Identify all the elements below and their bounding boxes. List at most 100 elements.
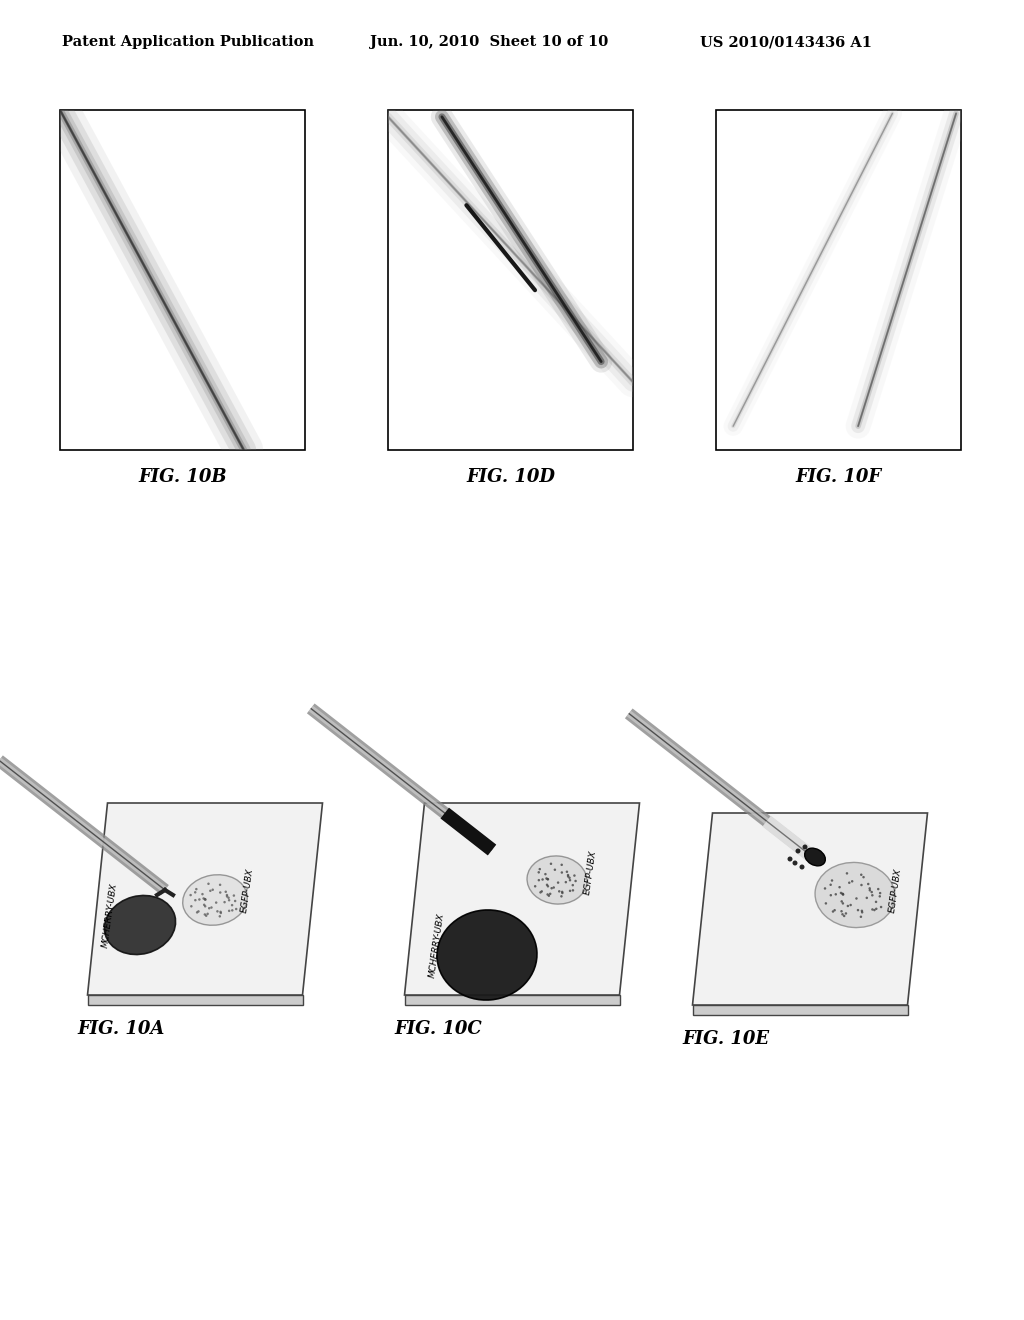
Ellipse shape [203, 904, 206, 906]
Ellipse shape [560, 863, 563, 866]
Ellipse shape [547, 894, 549, 896]
Ellipse shape [815, 862, 895, 928]
Text: EGFP-UBX: EGFP-UBX [888, 867, 902, 913]
Ellipse shape [549, 892, 552, 895]
Text: MCHERRY-UBX: MCHERRY-UBX [101, 882, 119, 948]
Ellipse shape [196, 911, 199, 913]
Ellipse shape [840, 892, 842, 894]
Text: MCHERRY-UBX: MCHERRY-UBX [428, 912, 446, 978]
Ellipse shape [215, 902, 217, 904]
Ellipse shape [231, 909, 233, 912]
Ellipse shape [208, 907, 211, 909]
Ellipse shape [879, 895, 881, 898]
Ellipse shape [843, 915, 846, 917]
Ellipse shape [203, 898, 205, 900]
Ellipse shape [553, 886, 555, 888]
Polygon shape [404, 803, 640, 995]
Ellipse shape [230, 904, 233, 907]
Ellipse shape [550, 862, 552, 865]
Ellipse shape [540, 891, 542, 894]
Ellipse shape [848, 882, 851, 884]
Ellipse shape [870, 891, 872, 894]
Ellipse shape [842, 892, 844, 895]
Ellipse shape [527, 855, 587, 904]
Text: FIG. 10A: FIG. 10A [78, 1020, 165, 1038]
Text: FIG. 10D: FIG. 10D [466, 469, 555, 486]
Ellipse shape [561, 891, 563, 894]
Ellipse shape [538, 879, 540, 882]
Ellipse shape [212, 888, 214, 891]
Ellipse shape [865, 896, 868, 899]
Ellipse shape [824, 902, 827, 904]
Ellipse shape [877, 888, 880, 890]
Ellipse shape [835, 894, 837, 895]
Ellipse shape [437, 909, 537, 1001]
Ellipse shape [568, 890, 571, 892]
Ellipse shape [219, 911, 222, 913]
Ellipse shape [216, 909, 219, 912]
Text: US 2010/0143436 A1: US 2010/0143436 A1 [700, 36, 872, 49]
Ellipse shape [542, 878, 544, 880]
Polygon shape [404, 995, 620, 1005]
Ellipse shape [879, 892, 882, 895]
Ellipse shape [209, 890, 212, 892]
Ellipse shape [855, 898, 858, 900]
Ellipse shape [841, 909, 843, 912]
Polygon shape [692, 813, 928, 1005]
Ellipse shape [857, 909, 859, 911]
Ellipse shape [862, 876, 865, 878]
Ellipse shape [554, 869, 556, 871]
Ellipse shape [232, 895, 236, 896]
Ellipse shape [867, 883, 869, 886]
Text: FIG. 10C: FIG. 10C [394, 1020, 482, 1038]
Ellipse shape [849, 904, 852, 907]
Ellipse shape [571, 890, 574, 891]
Ellipse shape [534, 884, 537, 887]
Text: EGFP-UBX: EGFP-UBX [240, 867, 255, 913]
Ellipse shape [873, 908, 876, 911]
Ellipse shape [842, 892, 844, 895]
Ellipse shape [205, 915, 208, 917]
Ellipse shape [568, 879, 571, 882]
Ellipse shape [871, 908, 873, 911]
Ellipse shape [876, 908, 878, 909]
Bar [60, 110, 305, 450]
Ellipse shape [800, 865, 805, 870]
Ellipse shape [846, 873, 848, 875]
Ellipse shape [830, 879, 834, 882]
Ellipse shape [544, 873, 547, 875]
Ellipse shape [547, 884, 549, 887]
Ellipse shape [564, 880, 567, 883]
Ellipse shape [104, 895, 175, 954]
Text: FIG. 10E: FIG. 10E [683, 1030, 770, 1048]
Ellipse shape [787, 857, 793, 862]
Ellipse shape [841, 900, 843, 903]
Ellipse shape [546, 883, 548, 886]
Ellipse shape [568, 876, 570, 879]
Text: Jun. 10, 2010  Sheet 10 of 10: Jun. 10, 2010 Sheet 10 of 10 [370, 36, 608, 49]
Ellipse shape [207, 912, 209, 915]
Ellipse shape [547, 878, 549, 880]
Bar [388, 110, 633, 450]
Ellipse shape [204, 898, 206, 900]
Ellipse shape [793, 861, 798, 866]
Ellipse shape [198, 898, 201, 900]
Ellipse shape [548, 895, 550, 898]
Ellipse shape [796, 849, 801, 854]
Ellipse shape [194, 891, 197, 894]
Ellipse shape [219, 883, 221, 886]
Ellipse shape [227, 896, 229, 899]
Ellipse shape [558, 890, 560, 892]
Ellipse shape [871, 894, 873, 896]
Ellipse shape [823, 887, 826, 890]
Ellipse shape [842, 894, 845, 896]
Ellipse shape [196, 888, 198, 891]
Ellipse shape [545, 878, 548, 879]
Ellipse shape [219, 912, 222, 915]
Ellipse shape [839, 886, 841, 888]
Ellipse shape [551, 887, 553, 890]
Ellipse shape [845, 912, 847, 915]
Ellipse shape [860, 916, 862, 917]
Ellipse shape [219, 891, 221, 894]
Ellipse shape [225, 894, 228, 896]
